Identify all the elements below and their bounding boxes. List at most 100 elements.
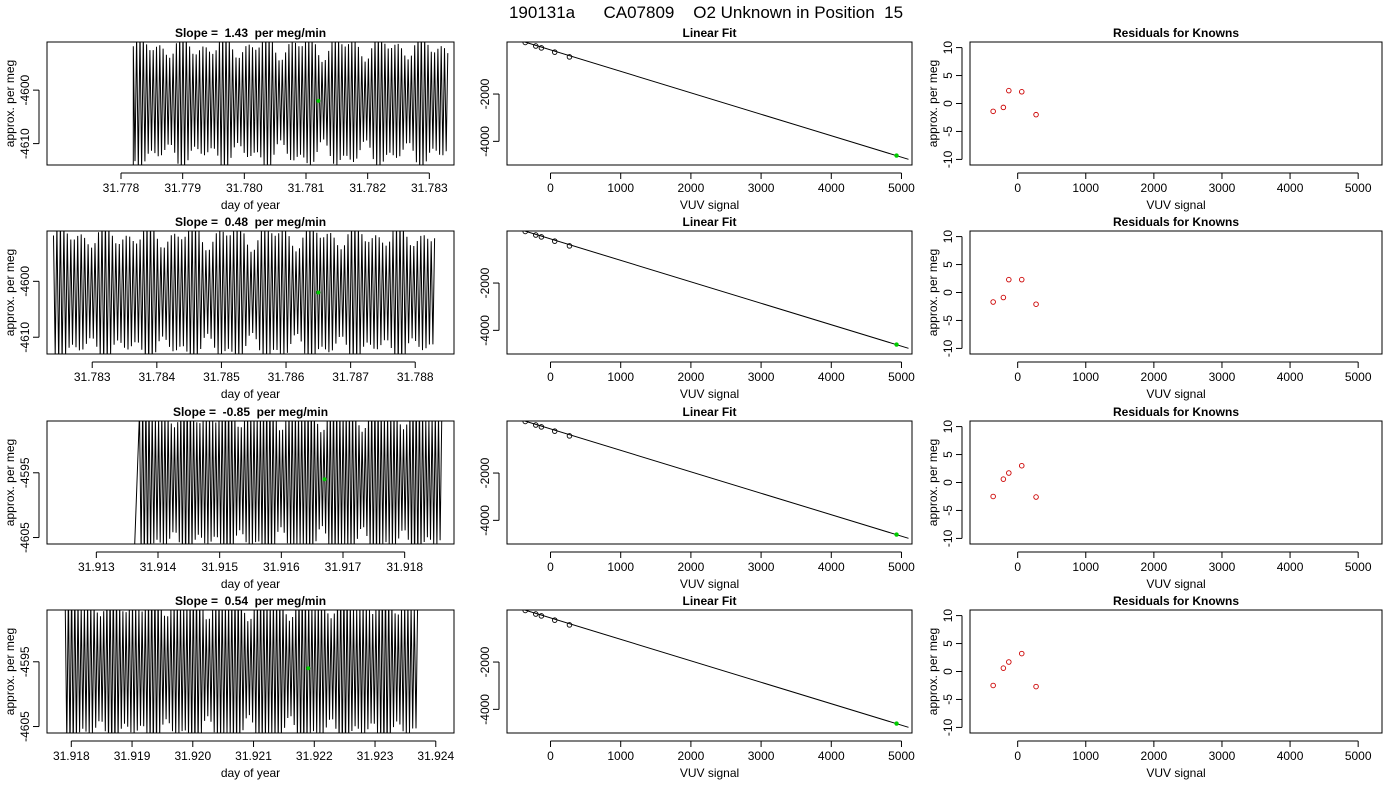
y-tick-label: 5	[941, 261, 955, 268]
x-tick-label: 3000	[1209, 370, 1236, 384]
x-tick-label: 31.921	[235, 749, 272, 763]
panel-title: Slope = -0.85 per meg/min	[173, 405, 328, 419]
known-point	[566, 243, 573, 249]
panel-title: Slope = 0.48 per meg/min	[175, 215, 326, 229]
residual-point	[1033, 111, 1039, 118]
x-tick-label: 31.917	[325, 560, 362, 574]
unknown-point	[894, 153, 899, 158]
known-point	[538, 613, 545, 619]
y-tick-label: -2000	[478, 457, 492, 488]
residual-point	[1019, 650, 1025, 657]
plot-frame	[506, 420, 913, 545]
x-tick-label: 2000	[1141, 370, 1168, 384]
known-point	[551, 238, 558, 244]
x-tick-label: 3000	[748, 560, 775, 574]
x-tick-label: 0	[1014, 749, 1021, 763]
known-point	[551, 617, 558, 623]
x-axis-label: VUV signal	[1146, 766, 1205, 780]
plot-frame	[46, 609, 455, 734]
x-axis-label: day of year	[221, 577, 280, 591]
x-tick-label: 2000	[1141, 560, 1168, 574]
x-axis-label: VUV signal	[680, 387, 739, 401]
y-tick-label: -5	[941, 694, 955, 705]
x-tick-label: 2000	[678, 749, 705, 763]
x-tick-label: 31.783	[74, 370, 111, 384]
residual-point	[1019, 276, 1025, 283]
plot-area	[990, 462, 1039, 500]
y-tick-label: 5	[941, 640, 955, 647]
x-tick-label: 4000	[1277, 560, 1304, 574]
y-tick-label: -10	[941, 529, 955, 547]
y-axis-label: approx. per meg	[926, 439, 940, 526]
y-axis-label: approx. per meg	[3, 60, 17, 147]
x-tick-label: 4000	[1277, 749, 1304, 763]
residual-point	[1000, 104, 1007, 111]
x-tick-label: 31.778	[103, 181, 140, 195]
x-tick-label: 0	[547, 181, 554, 195]
x-tick-label: 1000	[1072, 370, 1099, 384]
y-axis-label: approx. per meg	[3, 439, 17, 526]
residual-point	[990, 493, 996, 500]
x-tick-label: 4000	[818, 370, 845, 384]
x-tick-label: 5000	[888, 560, 915, 574]
x-tick-label: 2000	[678, 370, 705, 384]
x-tick-label: 0	[547, 749, 554, 763]
x-tick-label: 3000	[748, 370, 775, 384]
x-tick-label: 31.913	[78, 560, 115, 574]
unknown-point	[894, 532, 899, 537]
x-tick-label: 3000	[748, 181, 775, 195]
x-tick-label: 4000	[818, 181, 845, 195]
plot-area	[64, 610, 419, 733]
panel-title: Linear Fit	[682, 594, 736, 608]
unknown-point	[316, 98, 321, 103]
y-tick-label: 10	[941, 41, 955, 55]
x-tick-label: 4000	[1277, 370, 1304, 384]
x-axis-label: VUV signal	[1146, 577, 1205, 591]
residual-point	[1000, 665, 1007, 671]
x-tick-label: 0	[547, 370, 554, 384]
x-axis-label: VUV signal	[680, 198, 739, 212]
residual-point	[1033, 683, 1039, 690]
plot-frame	[46, 230, 455, 355]
x-tick-label: 31.786	[268, 370, 305, 384]
x-tick-label: 3000	[1209, 560, 1236, 574]
x-axis-label: day of year	[221, 387, 280, 401]
x-tick-label: 31.924	[417, 749, 454, 763]
y-tick-label: 10	[941, 420, 955, 434]
y-tick-label: 10	[941, 230, 955, 244]
plot-frame	[969, 609, 1383, 734]
y-tick-label: -5	[941, 126, 955, 137]
y-tick-label: -10	[941, 150, 955, 168]
x-tick-label: 31.784	[138, 370, 175, 384]
row3-time-panel: Slope = -0.85 per meg/min 31.913 31.914 31.…	[3, 405, 455, 591]
y-axis-label: approx. per meg	[3, 628, 17, 715]
known-point	[538, 234, 545, 240]
x-tick-label: 31.916	[263, 560, 300, 574]
y-tick-label: -4600	[18, 266, 32, 297]
fit-line	[522, 42, 909, 160]
row2-time-panel: Slope = 0.48 per meg/min 31.783 31.784 31.7…	[3, 215, 455, 401]
plot-frame	[969, 41, 1383, 166]
x-tick-label: 2000	[1141, 749, 1168, 763]
residual-point	[1019, 462, 1025, 469]
y-tick-label: 5	[941, 72, 955, 79]
residual-point	[1019, 89, 1025, 95]
x-tick-label: 31.922	[296, 749, 333, 763]
x-tick-label: 5000	[888, 749, 915, 763]
unknown-point	[316, 290, 321, 295]
time-series-trace	[134, 421, 443, 544]
unknown-point	[894, 721, 899, 726]
y-tick-label: -4595	[18, 457, 32, 488]
y-tick-label: 0	[941, 479, 955, 486]
x-tick-label: 4000	[1277, 181, 1304, 195]
x-tick-label: 0	[1014, 560, 1021, 574]
y-tick-label: -4595	[18, 646, 32, 677]
y-axis-label: approx. per meg	[3, 249, 17, 336]
y-tick-label: 0	[941, 100, 955, 107]
row4-residuals-panel: Residuals for Knowns 0 1000 2000 3000 4000 500…	[926, 594, 1383, 780]
known-point	[551, 49, 558, 55]
x-tick-label: 0	[547, 560, 554, 574]
panel-title: Residuals for Knowns	[1113, 26, 1239, 40]
x-tick-label: 1000	[1072, 181, 1099, 195]
y-tick-label: -2000	[478, 646, 492, 677]
